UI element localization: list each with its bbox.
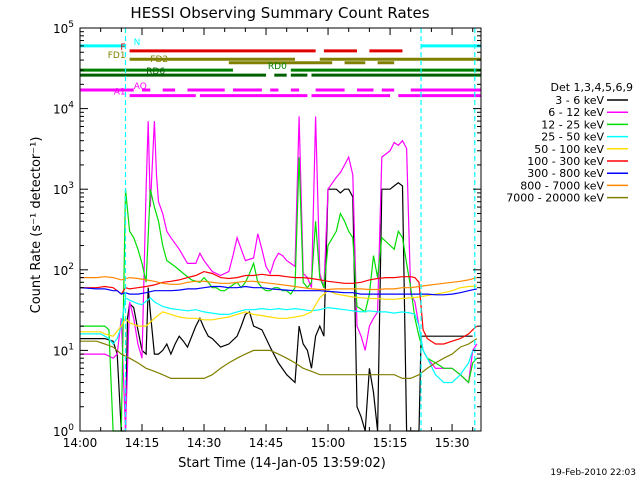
series-line-7 xyxy=(80,276,478,291)
flag-label-f: F xyxy=(120,43,125,53)
flag-label-ao: AO xyxy=(134,82,147,92)
y-tick-label: 105 xyxy=(53,20,74,36)
series-line-5 xyxy=(80,270,478,345)
legend-label-1: 6 - 12 keV xyxy=(548,106,604,119)
y-tick-label: 101 xyxy=(53,342,74,358)
legend-label-2: 12 - 25 keV xyxy=(541,118,604,131)
series-line-6 xyxy=(79,285,478,296)
x-tick-label: 14:00 xyxy=(63,436,98,450)
legend-title: Det 1,3,4,5,6,9 xyxy=(550,81,633,94)
x-tick-label: 15:00 xyxy=(311,436,346,450)
flag-label-rd6: RD6 xyxy=(146,67,165,77)
series-line-8 xyxy=(80,338,478,379)
series-line-4 xyxy=(80,285,477,337)
series-line-2 xyxy=(80,157,478,432)
y-tick-label: 102 xyxy=(53,262,74,278)
y-axis-label: Count Rate (s⁻¹ detector⁻¹) xyxy=(29,137,44,314)
footer-timestamp: 19-Feb-2010 22:03 xyxy=(550,468,636,478)
flag-label-fd2: FD2 xyxy=(150,55,168,65)
legend-label-0: 3 - 6 keV xyxy=(555,94,604,107)
y-tick-label: 103 xyxy=(53,181,74,197)
x-tick-label: 14:30 xyxy=(187,436,222,450)
flag-label-rd0: RD0 xyxy=(268,62,287,72)
legend-label-6: 300 - 800 keV xyxy=(527,167,604,180)
legend-label-5: 100 - 300 keV xyxy=(527,155,604,168)
x-tick-label: 15:15 xyxy=(373,436,408,450)
legend-label-8: 7000 - 20000 keV xyxy=(506,192,604,205)
x-axis-label: Start Time (14-Jan-05 13:59:02) xyxy=(178,456,386,471)
y-tick-label: 104 xyxy=(53,101,74,117)
legend-label-4: 50 - 100 keV xyxy=(534,143,604,156)
series-line-3 xyxy=(80,296,474,384)
dashed-markers xyxy=(124,28,476,431)
plot-frame xyxy=(79,27,482,432)
x-tick-label: 15:30 xyxy=(435,436,470,450)
chart-title: HESSI Observing Summary Count Rates xyxy=(130,4,429,22)
x-tick-label: 14:15 xyxy=(125,436,160,450)
flag-label-fd1: FD1 xyxy=(108,51,126,61)
flag-label-n: N xyxy=(134,38,141,48)
x-axis: 14:00 14:15 14:30 14:45 15:00 15:15 15:30 xyxy=(63,28,474,450)
series-line-1 xyxy=(80,116,478,432)
plot-series xyxy=(79,116,478,432)
legend-label-7: 800 - 7000 keV xyxy=(520,179,604,192)
flag-label-a1: A1 xyxy=(114,88,126,98)
legend-label-3: 25 - 50 keV xyxy=(541,131,604,144)
x-tick-label: 14:45 xyxy=(249,436,284,450)
